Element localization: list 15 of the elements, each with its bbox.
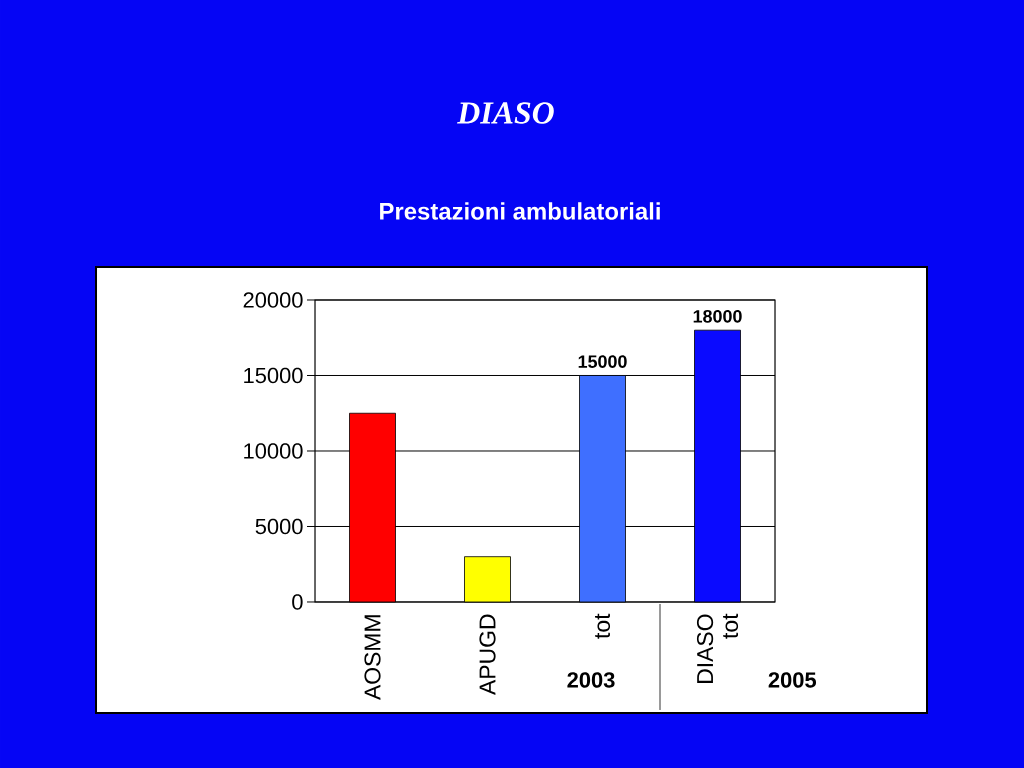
x-tick-label: tot bbox=[594, 613, 611, 639]
x-tick-label: DIASO tot bbox=[696, 613, 739, 683]
y-tick-label: 0 bbox=[292, 594, 303, 610]
y-tick-label: 15000 bbox=[244, 367, 303, 384]
text: 2005 bbox=[768, 672, 817, 688]
y-tick-label: 20000 bbox=[243, 292, 303, 308]
text: 2003 bbox=[567, 672, 615, 688]
x-tick-label: APUGD bbox=[479, 614, 496, 695]
y-tick-label: 10000 bbox=[244, 443, 303, 459]
chart-title: DIASO bbox=[457, 102, 554, 124]
data-label: 15000 bbox=[578, 355, 627, 368]
chart-subtitle: Prestazioni ambulatoriali bbox=[380, 202, 660, 220]
y-tick-label: 5000 bbox=[255, 518, 303, 535]
data-label: 18000 bbox=[693, 309, 742, 323]
x-tick-label: AOSMM bbox=[364, 615, 381, 701]
